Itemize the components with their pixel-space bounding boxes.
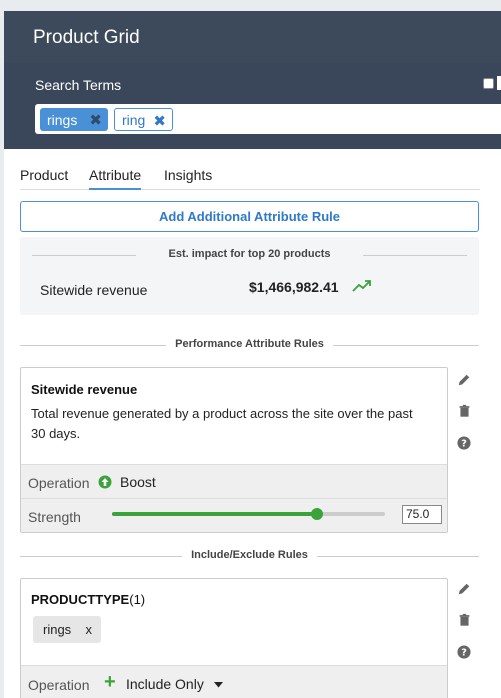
trend-up-icon [352, 280, 371, 292]
search-terms-input[interactable]: rings ✖ ring ✖ [35, 104, 501, 134]
operation-value[interactable]: Boost [120, 474, 156, 490]
operation-row: Operation Boost [21, 464, 447, 498]
strength-slider-handle[interactable] [311, 508, 323, 520]
performance-rule-card: Sitewide revenue Total revenue generated… [20, 367, 448, 533]
impact-summary: Est. impact for top 20 products Sitewide… [20, 237, 479, 315]
remove-chip-icon[interactable]: ✖ [153, 113, 166, 130]
impact-heading-text: Est. impact for top 20 products [168, 248, 331, 260]
page-title: Product Grid [33, 27, 140, 48]
value-chip[interactable]: rings x [33, 616, 101, 643]
impact-heading: Est. impact for top 20 products [32, 248, 467, 262]
value-chip-label: rings [43, 622, 72, 637]
rule-attribute: PRODUCTTYPE [31, 592, 130, 607]
search-chip[interactable]: rings ✖ [40, 108, 108, 131]
performance-section-divider: Performance Attribute Rules [20, 338, 479, 352]
help-icon[interactable]: ? [456, 644, 472, 660]
rule-description: Total revenue generated by a product acr… [31, 406, 413, 441]
trash-icon[interactable] [456, 612, 472, 628]
plus-icon: + [104, 671, 116, 693]
search-panel: Search Terms rings ✖ ring ✖ [4, 63, 501, 149]
performance-section-heading: Performance Attribute Rules [175, 338, 324, 350]
strength-slider-fill [112, 512, 317, 516]
operation-label: Operation [28, 475, 90, 491]
tab-insights[interactable]: Insights [164, 167, 213, 183]
include-rule-actions: ? [456, 581, 474, 671]
app-frame: Product Grid Search Terms rings ✖ ring ✖… [4, 11, 501, 698]
tab-product[interactable]: Product [20, 167, 69, 183]
search-terms-label: Search Terms [35, 77, 122, 93]
help-icon[interactable]: ? [456, 435, 472, 451]
rule-count: (1) [129, 592, 146, 607]
include-section-divider: Include/Exclude Rules [20, 549, 479, 563]
strength-input[interactable]: 75.0 [402, 505, 442, 524]
svg-text:?: ? [461, 648, 467, 659]
rules-panel: Product Attribute Insights Add Additiona… [4, 149, 501, 698]
svg-text:?: ? [461, 439, 467, 450]
search-checkbox-label [497, 76, 501, 90]
operation-label: Operation [28, 677, 90, 693]
impact-metric-label: Sitewide revenue [40, 282, 148, 298]
include-rule-card: PRODUCTTYPE(1) rings x Operation + Inclu… [20, 578, 448, 698]
caret-down-icon [213, 682, 223, 688]
tab-attribute[interactable]: Attribute [89, 167, 142, 190]
operation-value: Include Only [126, 676, 204, 692]
performance-rule-actions: ? [456, 372, 474, 462]
strength-label: Strength [28, 509, 81, 525]
operation-dropdown[interactable]: Include Only [126, 676, 223, 692]
rule-title: Sitewide revenue [31, 382, 138, 397]
rule-title: PRODUCTTYPE(1) [31, 592, 145, 607]
search-chip-label: ring [122, 111, 146, 128]
search-checkbox[interactable] [483, 78, 494, 89]
impact-metric-value: $1,466,982.41 [249, 279, 339, 295]
trash-icon[interactable] [456, 403, 472, 419]
strength-row: Strength 75.0 [21, 498, 447, 532]
add-attribute-rule-button[interactable]: Add Additional Attribute Rule [20, 201, 479, 232]
tab-bar: Product Attribute Insights [20, 165, 480, 190]
operation-row: Operation + Include Only [21, 665, 447, 698]
include-section-heading: Include/Exclude Rules [191, 549, 308, 561]
search-chip[interactable]: ring ✖ [114, 108, 173, 131]
remove-value-icon[interactable]: x [85, 622, 93, 637]
pencil-icon[interactable] [456, 581, 472, 597]
search-chip-label: rings [47, 111, 78, 128]
header-bar: Product Grid [4, 11, 501, 63]
remove-chip-icon[interactable]: ✖ [89, 112, 102, 129]
arrow-up-circle-icon [98, 475, 112, 489]
pencil-icon[interactable] [456, 372, 472, 388]
strength-slider[interactable] [112, 508, 385, 520]
